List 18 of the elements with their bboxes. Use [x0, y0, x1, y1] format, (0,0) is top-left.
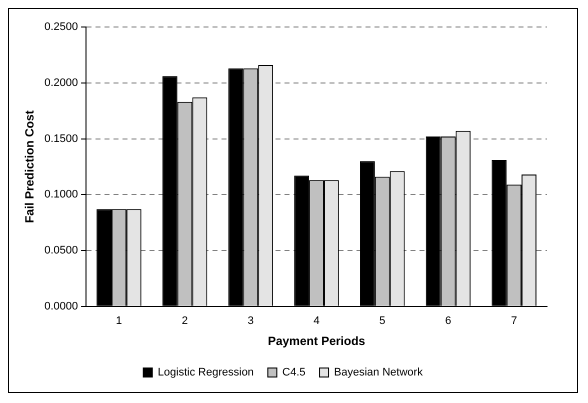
x-axis-title: Payment Periods — [268, 334, 366, 348]
x-tick-label: 2 — [182, 315, 188, 328]
y-axis-title: Fail Prediction Cost — [22, 110, 37, 224]
y-tick-label: 0.0000 — [44, 300, 78, 312]
x-tick-label: 7 — [511, 315, 518, 328]
y-tick-label: 0.0500 — [44, 244, 78, 257]
legend-label: C4.5 — [282, 366, 306, 379]
y-tick-label: 0.1500 — [44, 132, 78, 145]
y-tick-label: 0.2000 — [44, 76, 78, 89]
legend-label: Bayesian Network — [334, 366, 424, 379]
y-tick-label: 0.2500 — [44, 21, 78, 34]
legend-label: Logistic Regression — [158, 366, 254, 379]
x-tick-label: 6 — [445, 315, 452, 328]
x-tick-label: 5 — [379, 315, 386, 328]
x-tick-label: 1 — [116, 315, 122, 328]
y-tick-label: 0.1000 — [44, 188, 78, 201]
x-tick-label: 3 — [248, 315, 254, 328]
x-tick-label: 4 — [313, 315, 320, 328]
